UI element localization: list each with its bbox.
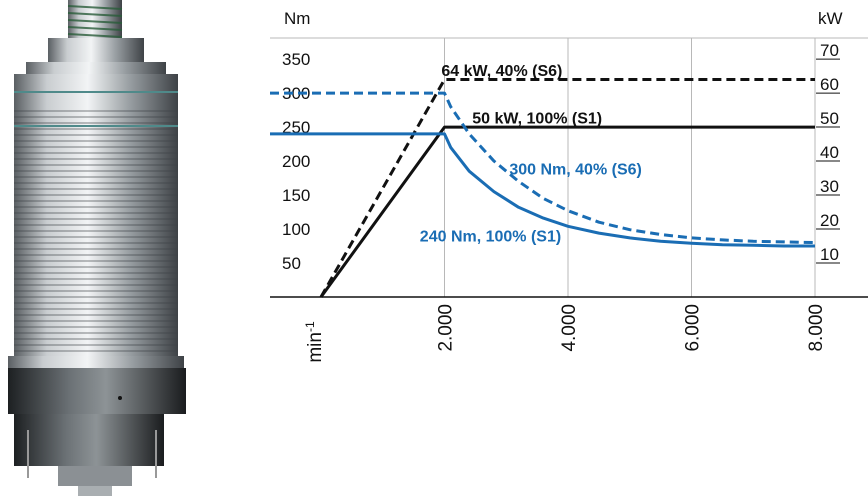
x-tick-label-2000: 2.000 (436, 304, 457, 352)
x-tick-label-4000: 4.000 (559, 304, 580, 352)
y-right-tick-label-40: 40 (820, 143, 839, 162)
y-right-tick-label-60: 60 (820, 75, 839, 94)
x-tick-label-8000: 8.000 (806, 304, 827, 352)
y-left-tick-label-150: 150 (282, 186, 310, 205)
series-line-2 (270, 91, 816, 245)
grid (270, 37, 868, 297)
axes: 2.000 4.000 6.000 8.000 min-1 Nm kW 350 300 250 20… (270, 9, 868, 363)
y-left-tick-label-100: 100 (282, 220, 310, 239)
y-right-tick-label-10: 10 (820, 245, 839, 264)
y-left-tick-label-250: 250 (282, 118, 310, 137)
y-left-tick-label-300: 300 (282, 84, 310, 103)
series-line-1 (319, 125, 815, 298)
series-label-2: 300 Nm, 40% (S6) (509, 162, 642, 179)
series-line-3 (270, 132, 815, 248)
y-right-tick-label-70: 70 (820, 41, 839, 60)
x-axis-label: min-1 (303, 321, 326, 363)
y-right-tick-label-20: 20 (820, 211, 839, 230)
x-tick-label-6000: 6.000 (683, 304, 704, 352)
series-layer (270, 78, 816, 298)
series-label-0: 64 kW, 40% (S6) (441, 63, 562, 80)
series-line-0 (319, 78, 815, 298)
y-right-tick-label-30: 30 (820, 177, 839, 196)
y-left-tick-label-200: 200 (282, 152, 310, 171)
y-left-tick-label-50: 50 (282, 254, 301, 273)
y-left-unit-label: Nm (284, 9, 310, 28)
y-right-tick-label-50: 50 (820, 109, 839, 128)
y-right-unit-label: kW (818, 9, 843, 28)
y-left-tick-label-350: 350 (282, 50, 310, 69)
series-label-3: 240 Nm, 100% (S1) (420, 228, 561, 245)
labels: 64 kW, 40% (S6) 50 kW, 100% (S1) 300 Nm, 4… (420, 63, 642, 245)
spindle-motor-icon (8, 0, 186, 496)
series-label-1: 50 kW, 100% (S1) (472, 111, 602, 128)
